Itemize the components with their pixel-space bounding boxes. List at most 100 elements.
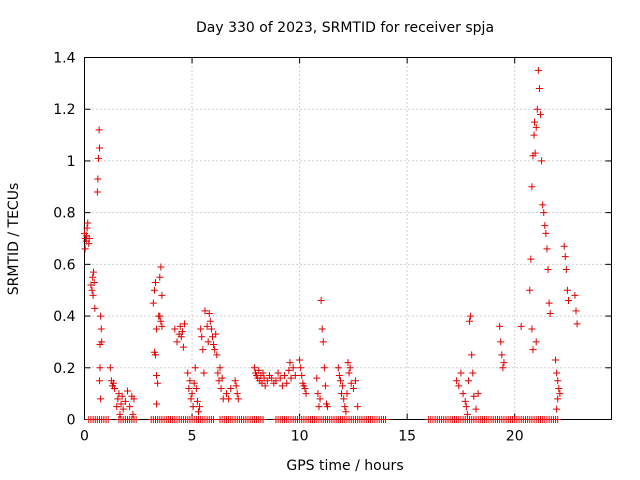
data-point xyxy=(302,390,310,398)
data-point xyxy=(130,395,138,403)
data-point xyxy=(276,374,284,382)
data-point xyxy=(124,387,132,395)
data-point xyxy=(554,395,562,403)
y-tick-label: 0.4 xyxy=(53,309,75,325)
data-point xyxy=(150,286,158,294)
y-tick-label: 1 xyxy=(67,154,76,170)
data-point xyxy=(573,320,581,328)
data-point xyxy=(259,416,267,423)
data-point xyxy=(470,392,478,400)
data-point xyxy=(91,304,99,312)
data-point xyxy=(539,201,547,209)
data-point xyxy=(281,372,289,380)
data-point xyxy=(217,384,225,392)
data-point xyxy=(158,322,166,330)
data-point xyxy=(474,390,482,398)
data-point xyxy=(95,126,103,134)
data-point xyxy=(216,364,224,372)
data-point xyxy=(564,297,572,305)
data-point xyxy=(324,403,332,411)
data-point xyxy=(88,286,96,294)
data-point xyxy=(313,374,321,382)
data-point xyxy=(529,346,537,354)
y-tick-label: 0.6 xyxy=(53,257,75,273)
data-point xyxy=(455,382,463,390)
data-point xyxy=(546,309,554,317)
data-point xyxy=(96,144,104,152)
data-point xyxy=(286,359,294,367)
data-point xyxy=(255,366,263,374)
data-point xyxy=(110,379,118,387)
x-tick-label: 5 xyxy=(188,429,197,445)
mark-layer xyxy=(81,66,581,423)
data-point xyxy=(233,390,241,398)
data-point xyxy=(97,395,105,403)
data-point xyxy=(181,320,189,328)
data-point xyxy=(85,235,93,242)
data-point xyxy=(90,278,98,286)
data-point xyxy=(193,397,201,405)
data-point xyxy=(462,403,470,411)
data-point xyxy=(129,410,137,418)
data-point xyxy=(319,338,327,346)
data-point xyxy=(535,85,543,93)
data-point xyxy=(157,263,165,271)
data-point xyxy=(185,384,193,392)
data-point xyxy=(343,390,351,398)
data-point xyxy=(116,410,124,418)
data-point xyxy=(498,351,506,359)
data-point xyxy=(173,338,181,346)
data-point xyxy=(298,372,306,380)
data-point xyxy=(206,317,214,325)
data-point xyxy=(94,154,102,162)
data-point xyxy=(111,384,119,392)
data-point xyxy=(542,229,550,237)
data-point xyxy=(179,343,187,351)
chart-title: Day 330 of 2023, SRMTID for receiver spj… xyxy=(196,20,494,36)
x-tick-label: 20 xyxy=(506,429,524,445)
data-point xyxy=(272,377,280,385)
data-point xyxy=(497,338,505,346)
data-point xyxy=(104,416,112,423)
data-point xyxy=(210,341,218,349)
data-point xyxy=(83,224,91,232)
data-point xyxy=(132,416,140,423)
data-point xyxy=(314,390,322,398)
data-point xyxy=(530,131,538,139)
data-point xyxy=(453,377,461,385)
data-point xyxy=(121,397,129,405)
data-point xyxy=(334,364,342,372)
data-point xyxy=(321,382,329,390)
data-point xyxy=(198,333,206,341)
y-tick-label: 0.8 xyxy=(53,206,75,222)
data-point xyxy=(117,400,125,408)
data-point xyxy=(176,322,184,330)
data-point xyxy=(188,390,196,398)
data-point xyxy=(349,384,357,392)
y-axis-label: SRMTID / TECUs xyxy=(6,183,22,296)
data-point xyxy=(352,377,360,385)
data-point xyxy=(528,325,536,333)
data-point xyxy=(344,359,352,367)
data-point xyxy=(263,377,271,385)
data-point xyxy=(296,356,304,364)
data-point xyxy=(153,400,161,408)
data-point xyxy=(98,338,106,346)
data-point xyxy=(496,322,504,330)
data-point xyxy=(171,325,179,333)
data-point xyxy=(178,328,186,336)
data-point xyxy=(538,157,546,165)
data-point xyxy=(472,405,480,413)
x-tick-label: 10 xyxy=(291,429,309,445)
data-point xyxy=(543,245,551,253)
data-point xyxy=(297,364,305,372)
data-point xyxy=(210,416,218,423)
data-point xyxy=(81,245,89,253)
data-point xyxy=(354,403,362,411)
data-point xyxy=(301,384,309,392)
y-tick-label: 0 xyxy=(67,413,76,429)
data-point xyxy=(94,175,102,183)
data-point xyxy=(526,286,534,294)
y-tick-label: 1.4 xyxy=(53,51,75,67)
